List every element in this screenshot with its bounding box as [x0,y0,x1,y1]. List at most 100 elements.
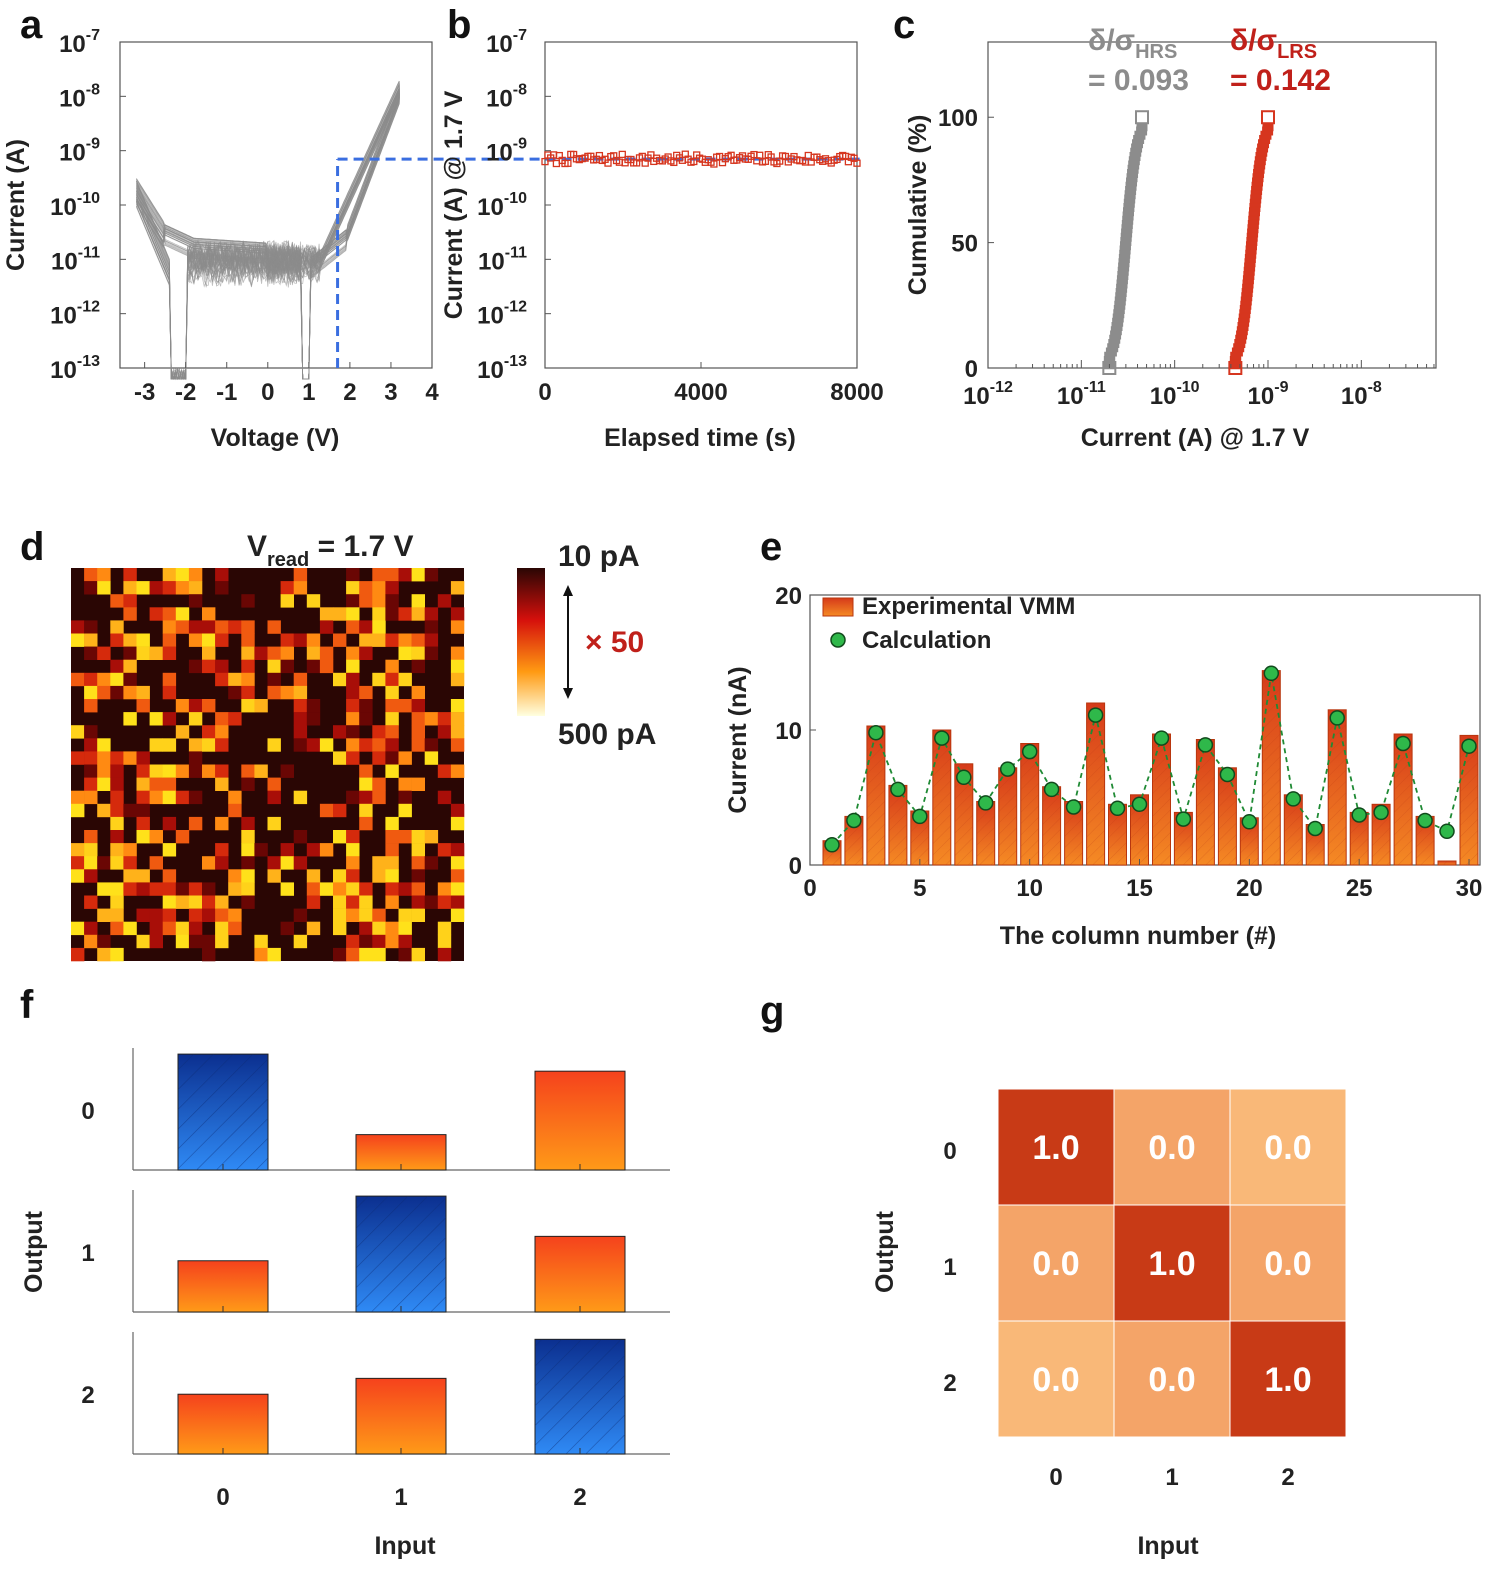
calculation-point [956,769,972,786]
legend-swatch-calc [830,632,846,648]
map-cell [215,712,229,726]
map-cell [450,803,465,818]
map-cell [346,699,360,713]
legend-swatch-vmm [822,597,854,617]
map-cell [437,921,452,936]
map-cell [71,725,85,739]
calculation-point [912,808,928,825]
map-cell [162,777,177,791]
map-cell [175,568,190,582]
predicted-bar-hatch [356,1196,446,1312]
map-cell [97,803,111,818]
x-axis-label-b: Elapsed time (s) [604,424,796,452]
map-cell [123,685,137,700]
map-cell [97,947,111,962]
map-cell [280,856,294,870]
map-cell [280,921,294,936]
map-cell [175,725,190,739]
map-cell [385,633,399,647]
matrix-cell [1229,1088,1347,1206]
map-cell [241,764,255,778]
map-cell [280,594,294,608]
colorbar-top-label: 10 pA [558,540,640,573]
map-cell [293,685,308,700]
vmm-bar-hatch [1064,801,1083,865]
map-cell [215,725,229,739]
map-cell [385,699,399,713]
calculation-point [1065,799,1082,815]
map-cell [372,581,386,595]
map-cell [280,646,294,660]
x-ticks-e: 0 5 10 15 20 25 30 [803,859,1482,902]
map-cell [162,908,177,922]
legend-label-vmm: Experimental VMM [862,593,1075,620]
map-cell [333,947,347,962]
calculation-point [934,730,950,746]
map-cell [136,790,150,805]
map-cell [188,921,203,936]
map-cell [267,947,281,962]
map-cell [333,633,347,647]
map-cell [267,672,281,687]
map-cell [280,882,294,896]
map-cell [84,934,98,949]
map-cell [450,856,465,870]
plot-area-b [544,41,858,369]
map-cell [215,581,229,595]
map-cell [385,934,399,949]
map-cell [175,921,190,936]
map-cell [372,777,386,791]
map-cell [280,633,294,647]
map-cell [123,869,137,883]
panel-letter-b: b [447,3,471,47]
x-tick-label: -1 [216,379,237,406]
vmm-bar-hatch [866,726,885,865]
map-cell [411,712,425,726]
map-cell [241,659,255,674]
map-cell [398,908,412,922]
cumulative-curves [1102,110,1275,375]
map-cell [346,751,360,765]
map-cell [372,738,386,752]
map-cell [123,607,137,621]
map-cell [71,869,85,883]
map-cell [110,790,124,805]
plot-area-a [119,41,433,369]
map-cell [306,895,321,909]
map-cell [175,581,190,595]
map-cell [241,816,255,831]
map-cell [280,685,294,700]
panel-letter-d: d [20,525,44,569]
map-cell [123,594,137,608]
map-cell [202,895,216,909]
map-cell [241,869,255,883]
map-cell [215,672,229,687]
map-cell [215,816,229,831]
x-ticks-c: 10-12 10-11 10-10 10-9 10-8 [963,360,1435,410]
map-cell [123,803,137,818]
panel-d: d Vread = 1.7 V 10 pA 500 pA × 50 [20,525,656,962]
map-cell [123,633,137,647]
y-tick-label: 10-8 [59,81,100,112]
map-cell [71,843,85,857]
calculation-point [977,795,994,811]
vmm-bar-hatch [1284,794,1303,865]
calculation-line [831,673,1470,846]
map-cell [346,646,360,660]
predicted-bar-hatch [178,1054,268,1170]
map-cell [149,934,163,949]
map-cell [162,568,177,582]
map-cell [188,699,203,713]
map-cell [359,646,373,660]
map-cell [450,620,465,634]
map-cell [346,947,360,962]
y-tick-label: 10-7 [59,27,100,58]
panel-letter-c: c [893,3,915,47]
x-tick-label: 1 [302,379,315,406]
legend-e: Experimental VMM Calculation [822,593,1075,654]
map-cell [346,856,360,870]
x-tick-label: 10 [1016,875,1043,902]
map-cell [188,581,203,595]
map-cell [385,659,399,674]
map-cell [149,581,163,595]
